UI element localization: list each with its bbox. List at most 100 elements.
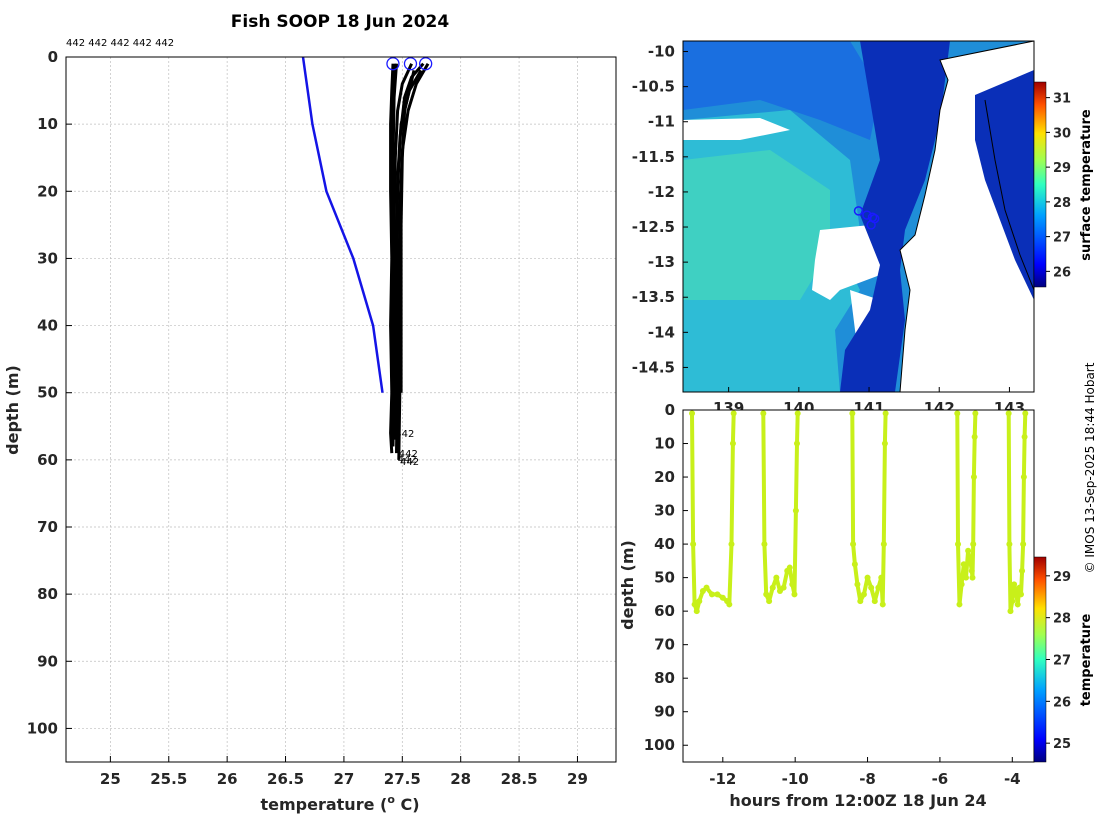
timeseries-point xyxy=(1019,567,1026,574)
map-colorbar-label: surface temperature xyxy=(1079,109,1094,261)
map-y-tick-label: -10 xyxy=(648,43,675,61)
profile-x-axis-label: temperature (o C) xyxy=(260,793,419,814)
timeseries-y-tick-label: 80 xyxy=(654,669,675,687)
timeseries-point xyxy=(968,567,975,574)
map-colorbar-tick-label: 30 xyxy=(1053,126,1071,141)
timeseries-point xyxy=(970,541,977,548)
timeseries-point xyxy=(1005,410,1012,417)
profile-line xyxy=(399,70,416,393)
timeseries-point xyxy=(967,557,974,564)
map-ocean-north xyxy=(683,41,880,140)
timeseries-point xyxy=(1021,433,1028,440)
profile-y-tick-label: 90 xyxy=(37,652,58,670)
map-colorbar-tick-label: 27 xyxy=(1053,231,1071,246)
timeseries-colorbar-tick-label: 28 xyxy=(1053,612,1071,627)
profile-y-tick-label: 70 xyxy=(37,518,58,536)
timeseries-point xyxy=(794,410,801,417)
profile-y-tick-label: 100 xyxy=(27,719,58,737)
profile-y-ticks: 0 10 20 30 40 50 60 70 80 90 100 xyxy=(27,48,72,737)
timeseries-point xyxy=(1017,591,1024,598)
profile-end-label: 442 xyxy=(395,429,414,440)
timeseries-points xyxy=(689,410,1029,615)
timeseries-point xyxy=(793,440,800,447)
profile-x-label-end: C) xyxy=(395,795,420,814)
timeseries-x-axis-label: hours from 12:00Z 18 Jun 24 xyxy=(729,791,986,810)
profile-x-tick-label: 29 xyxy=(567,770,588,788)
profile-y-tick-label: 0 xyxy=(48,48,58,66)
profile-x-tick-label: 25 xyxy=(100,770,121,788)
profile-y-tick-label: 80 xyxy=(37,585,58,603)
timeseries-y-tick-label: 50 xyxy=(654,569,675,587)
timeseries-point xyxy=(1020,541,1027,548)
profile-line xyxy=(391,63,398,447)
profile-y-tick-label: 30 xyxy=(37,249,58,267)
timeseries-colorbar-tick-label: 25 xyxy=(1053,737,1071,752)
profile-x-tick-label: 28.5 xyxy=(501,770,538,788)
timeseries-point xyxy=(960,561,967,568)
timeseries-point xyxy=(850,541,857,548)
profile-x-tick-label: 27.5 xyxy=(384,770,421,788)
profile-markers xyxy=(386,57,433,71)
map-track-point xyxy=(862,210,872,220)
map-colorbar-tick-label: 31 xyxy=(1053,92,1071,107)
timeseries-point xyxy=(857,598,864,605)
timeseries-point xyxy=(1016,584,1023,591)
profile-start-marker xyxy=(386,57,400,71)
map-track xyxy=(853,206,880,230)
timeseries-point xyxy=(851,561,858,568)
map-y-tick-label: -11.5 xyxy=(632,148,675,166)
profile-panel: 25 25.5 26 26.5 27 27.5 28 28.5 29 0 10 20 30 40 50 60… xyxy=(3,38,617,814)
timeseries-point xyxy=(1020,474,1027,481)
map-colorbar-tick-label: 26 xyxy=(1053,265,1071,280)
map-coastal-cold xyxy=(840,41,950,392)
timeseries-y-tick-label: 60 xyxy=(654,602,675,620)
timeseries-point xyxy=(878,574,885,581)
timeseries-colorbar-label: temperature xyxy=(1079,614,1094,707)
timeseries-point xyxy=(789,581,796,588)
timeseries-y-tick-label: 90 xyxy=(654,703,675,721)
map-y-tick-label: -12 xyxy=(648,183,675,201)
map-y-tick-label: -10.5 xyxy=(632,78,675,96)
timeseries-colorbar-ticks: 25 26 27 28 29 xyxy=(1046,570,1071,752)
timeseries-colorbar-tick-label: 26 xyxy=(1053,695,1071,710)
timeseries-y-tick-label: 100 xyxy=(644,736,675,754)
timeseries-point xyxy=(763,591,770,598)
profile-x-label-main: temperature ( xyxy=(260,795,387,814)
map-ocean-central xyxy=(683,150,830,300)
timeseries-y-ticks: 0 10 20 30 40 50 60 70 80 90 100 xyxy=(644,401,688,754)
map-y-tick-label: -14 xyxy=(648,323,675,341)
profile-plot-area xyxy=(66,57,616,762)
timeseries-point xyxy=(773,574,780,581)
timeseries-point xyxy=(879,601,886,608)
map-y-tick-label: -14.5 xyxy=(632,358,675,376)
timeseries-point xyxy=(1006,541,1013,548)
map-panel: -10 -10.5 -11 -11.5 -12 -12.5 -13 -13.5 -14 -14.5… xyxy=(632,40,1094,417)
timeseries-point xyxy=(714,591,721,598)
timeseries-point xyxy=(955,541,962,548)
map-image xyxy=(683,41,1034,392)
timeseries-point xyxy=(691,601,698,608)
profile-top-labels: 442 442 442 442 442 xyxy=(66,38,174,49)
map-gulf-coast xyxy=(984,99,1034,291)
map-y-tick-label: -13.5 xyxy=(632,288,675,306)
timeseries-colorbar xyxy=(1033,556,1047,763)
chart-title: Fish SOOP 18 Jun 2024 xyxy=(231,12,450,32)
timeseries-point xyxy=(726,601,733,608)
profile-end-label: 442 xyxy=(398,455,417,466)
map-y-ticks: -10 -10.5 -11 -11.5 -12 -12.5 -13 -13.5 -14 -14.5 xyxy=(632,43,688,376)
timeseries-colorbar-tick-label: 27 xyxy=(1053,654,1071,669)
timeseries-point xyxy=(791,591,798,598)
timeseries-point xyxy=(786,564,793,571)
timeseries-cast-line xyxy=(955,411,978,607)
timeseries-point xyxy=(690,541,697,548)
profile-start-marker xyxy=(403,57,418,71)
map-colorbar-ticks: 26 27 28 29 30 31 xyxy=(1046,92,1071,280)
timeseries-point xyxy=(730,410,737,417)
profile-axes-box xyxy=(65,56,617,763)
map-colorbar-tick-label: 29 xyxy=(1053,161,1071,176)
map-track-point xyxy=(866,220,876,230)
timeseries-point xyxy=(880,541,887,548)
timeseries-point xyxy=(1009,598,1016,605)
